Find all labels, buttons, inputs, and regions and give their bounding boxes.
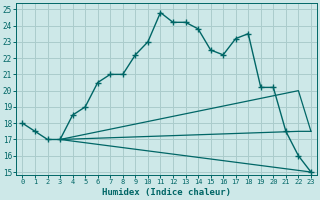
X-axis label: Humidex (Indice chaleur): Humidex (Indice chaleur)	[102, 188, 231, 197]
